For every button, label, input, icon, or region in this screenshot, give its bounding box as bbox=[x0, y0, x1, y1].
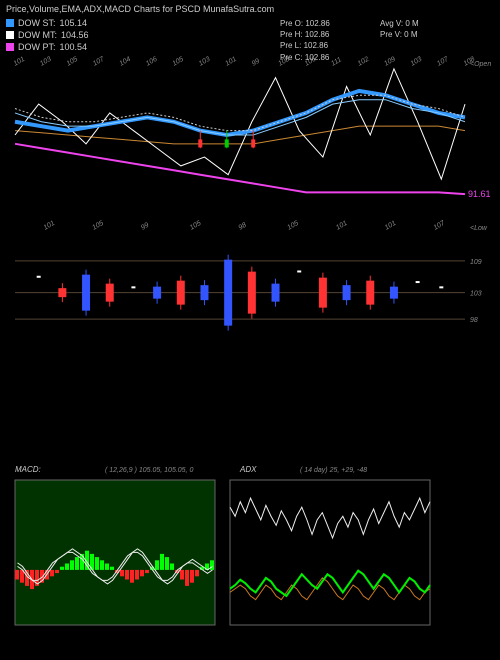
legend-pt-swatch bbox=[6, 43, 14, 51]
svg-text:103: 103 bbox=[39, 56, 53, 68]
svg-text:105: 105 bbox=[171, 56, 185, 68]
svg-text:101: 101 bbox=[13, 56, 27, 68]
svg-text:109: 109 bbox=[470, 259, 482, 266]
chart-title: Price,Volume,EMA,ADX,MACD Charts for PSC… bbox=[6, 4, 274, 14]
svg-text:105: 105 bbox=[189, 220, 203, 232]
svg-text:107: 107 bbox=[436, 55, 451, 67]
svg-text:<Open: <Open bbox=[470, 61, 491, 68]
svg-text:105: 105 bbox=[65, 56, 79, 68]
svg-text:91.61: 91.61 bbox=[468, 189, 491, 199]
legend-pt: DOW PT:100.54 bbox=[6, 42, 87, 52]
svg-text:107: 107 bbox=[92, 55, 107, 67]
svg-text:106: 106 bbox=[145, 56, 159, 68]
charts-svg: 1011031051071041061051031019910810611110… bbox=[0, 0, 500, 660]
svg-text:104: 104 bbox=[118, 56, 132, 68]
svg-text:ADX: ADX bbox=[239, 465, 257, 474]
svg-text:98: 98 bbox=[470, 317, 478, 324]
svg-text:( 12,26,9 ) 105.05, 105.05,: ( 12,26,9 ) 105.05, 105.05, 0 bbox=[105, 467, 193, 474]
info-left: Pre O: 102.86 Pre H: 102.86 Pre L: 102.8… bbox=[280, 18, 330, 63]
svg-text:101: 101 bbox=[224, 56, 238, 68]
svg-text:99: 99 bbox=[251, 58, 261, 68]
svg-text:105: 105 bbox=[286, 220, 300, 232]
svg-text:103: 103 bbox=[198, 56, 212, 68]
svg-text:98: 98 bbox=[238, 222, 248, 232]
svg-text:111: 111 bbox=[330, 56, 343, 67]
svg-text:MACD:: MACD: bbox=[15, 465, 41, 474]
svg-text:<Low: <Low bbox=[470, 225, 488, 232]
legend-st: DOW ST:105.14 bbox=[6, 18, 87, 28]
svg-text:109: 109 bbox=[383, 56, 397, 68]
svg-text:101: 101 bbox=[384, 220, 398, 232]
svg-text:103: 103 bbox=[410, 56, 424, 68]
svg-text:101: 101 bbox=[43, 220, 57, 232]
svg-text:107: 107 bbox=[433, 219, 448, 231]
legend-mt: DOW MT:104.56 bbox=[6, 30, 89, 40]
legend-mt-swatch bbox=[6, 31, 14, 39]
legend-st-swatch bbox=[6, 19, 14, 27]
info-right: Avg V: 0 M Pre V: 0 M bbox=[380, 18, 419, 40]
svg-text:105: 105 bbox=[91, 220, 105, 232]
svg-text:99: 99 bbox=[140, 222, 150, 232]
svg-text:( 14 day) 25, +29, -48: ( 14 day) 25, +29, -48 bbox=[300, 467, 367, 474]
svg-text:102: 102 bbox=[357, 56, 371, 68]
svg-text:101: 101 bbox=[335, 220, 349, 232]
svg-text:103: 103 bbox=[470, 291, 482, 298]
